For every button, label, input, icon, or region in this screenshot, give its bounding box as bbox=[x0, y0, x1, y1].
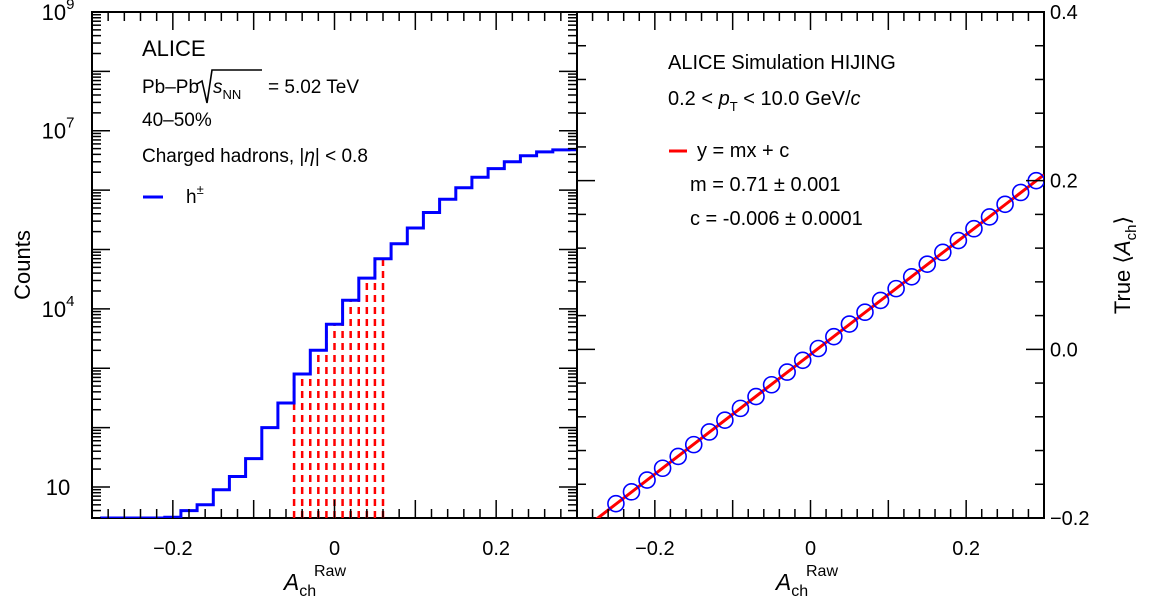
hist-step-line bbox=[100, 148, 577, 518]
data-point bbox=[996, 195, 1014, 214]
fit-c-text: c = -0.006 ± 0.0001 bbox=[690, 208, 863, 230]
right-plot-area bbox=[595, 171, 1044, 518]
left-x-axis-label-sup: Raw bbox=[314, 563, 346, 580]
data-point bbox=[887, 279, 905, 298]
data-point bbox=[731, 399, 750, 418]
y-tick-label: 109 bbox=[42, 0, 75, 25]
y-tick-label: 10 bbox=[46, 475, 70, 500]
right-panel: −0.2 0 0.2 −0.2 0.0 0.2 0.4 Ach Raw True ⟨Ach… bbox=[576, 2, 1140, 600]
data-point bbox=[638, 471, 656, 489]
x-tick-label: −0.2 bbox=[153, 538, 192, 560]
x-tick-label: 0 bbox=[329, 538, 340, 560]
system-text: Pb–Pb bbox=[142, 77, 199, 98]
selection-text: Charged hadrons, |η| < 0.8 bbox=[142, 146, 368, 167]
data-point bbox=[607, 494, 625, 513]
red-dashed-lines bbox=[292, 258, 385, 518]
right-x-axis-label-sup: Raw bbox=[806, 563, 838, 580]
data-point bbox=[902, 268, 921, 286]
simulation-label: ALICE Simulation HIJING bbox=[668, 52, 896, 74]
data-point bbox=[684, 435, 703, 454]
fit-line bbox=[595, 173, 1044, 518]
data-point bbox=[980, 208, 999, 226]
left-plot-area bbox=[100, 148, 577, 518]
legend-h-label: h± bbox=[186, 182, 204, 208]
data-point bbox=[934, 243, 952, 262]
y-tick-label: 104 bbox=[42, 293, 75, 322]
data-point bbox=[778, 363, 796, 381]
data-point bbox=[669, 447, 687, 466]
y-tick-label: −0.2 bbox=[1050, 508, 1089, 530]
fit-legend-label: y = mx + c bbox=[697, 140, 789, 162]
data-point bbox=[856, 303, 874, 322]
data-point bbox=[793, 351, 812, 370]
data-point bbox=[653, 459, 672, 478]
y-tick-label: 0.2 bbox=[1050, 171, 1078, 193]
x-tick-label: 0.2 bbox=[952, 538, 980, 560]
energy-text: = 5.02 TeV bbox=[268, 77, 359, 98]
data-point bbox=[965, 219, 983, 238]
x-tick-label: −0.2 bbox=[635, 538, 674, 560]
sqrt-s-text: sNN bbox=[213, 77, 241, 102]
x-tick-label: 0 bbox=[805, 538, 816, 560]
left-x-ticks: −0.2 0 0.2 bbox=[91, 12, 578, 560]
right-y-axis-label: True ⟨Ach⟩ bbox=[1110, 216, 1140, 314]
data-point bbox=[1011, 183, 1030, 202]
data-point bbox=[918, 255, 937, 273]
data-point bbox=[762, 375, 781, 394]
left-y-axis-label: Counts bbox=[10, 230, 35, 300]
data-point bbox=[840, 315, 859, 333]
left-panel: −0.2 0 0.2 10 104 107 109 Counts Ach Raw ALIC… bbox=[10, 0, 578, 600]
data-point bbox=[716, 411, 734, 429]
data-point bbox=[949, 231, 968, 250]
data-point bbox=[700, 423, 719, 441]
right-y-ticks: −0.2 0.0 0.2 0.4 bbox=[577, 2, 1089, 530]
x-tick-label: 0.2 bbox=[482, 538, 510, 560]
left-y-ticks: 10 104 107 109 bbox=[42, 0, 577, 519]
data-point bbox=[809, 339, 828, 358]
data-point bbox=[622, 483, 641, 501]
points bbox=[607, 171, 1044, 513]
y-tick-label: 0.0 bbox=[1050, 339, 1078, 361]
right-x-axis-label: Ach bbox=[774, 569, 808, 600]
data-point bbox=[871, 291, 890, 310]
fit-m-text: m = 0.71 ± 0.001 bbox=[690, 174, 841, 196]
pt-range-text: 0.2 < pT < 10.0 GeV/c bbox=[668, 88, 861, 114]
sqrt-sign-icon bbox=[196, 69, 262, 104]
alice-label: ALICE bbox=[142, 36, 206, 61]
data-point bbox=[747, 387, 765, 406]
data-point bbox=[825, 327, 843, 346]
centrality-text: 40–50% bbox=[142, 110, 212, 131]
y-tick-label: 107 bbox=[42, 115, 75, 144]
right-x-ticks: −0.2 0 0.2 bbox=[576, 12, 1045, 560]
left-x-axis-label: Ach bbox=[282, 569, 316, 600]
y-tick-label: 0.4 bbox=[1050, 2, 1078, 24]
